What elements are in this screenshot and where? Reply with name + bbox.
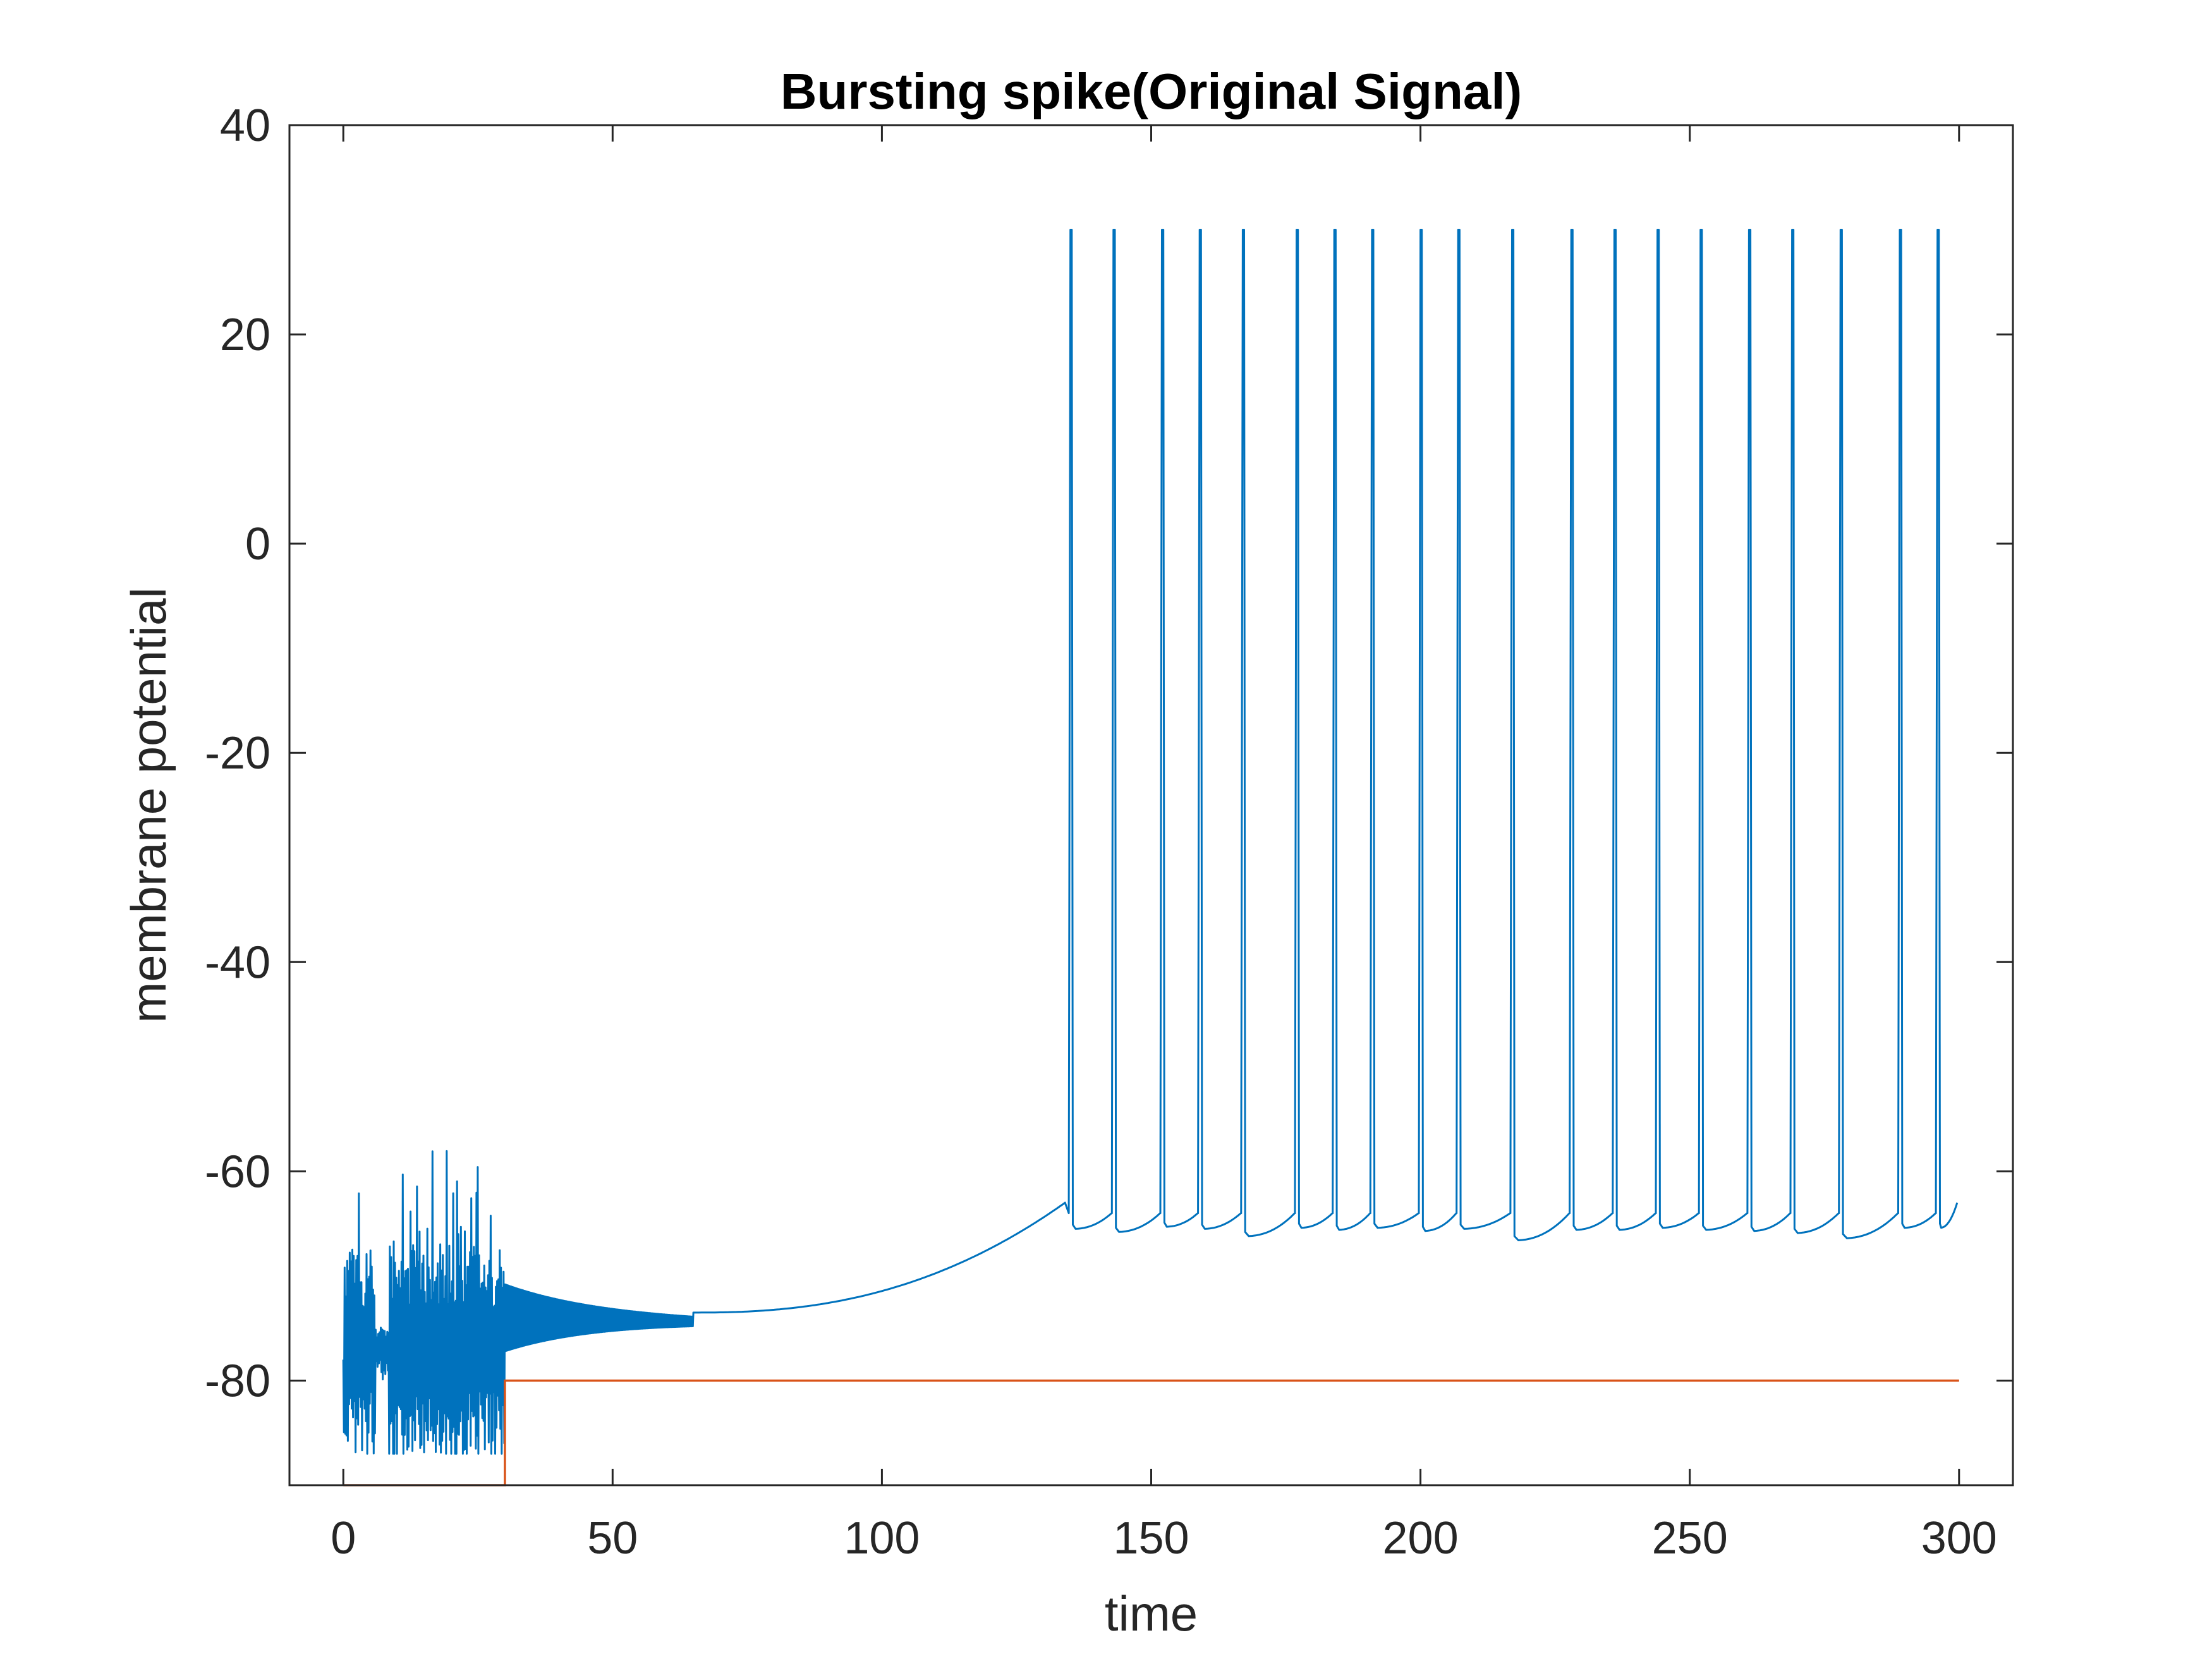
y-tick-label: -60: [205, 1146, 270, 1197]
y-tick-label: -80: [205, 1356, 270, 1406]
y-axis-label: membrane potential: [121, 587, 176, 1023]
x-tick-label: 300: [1921, 1513, 1997, 1564]
x-tick-label: 200: [1383, 1513, 1459, 1564]
chart-title: Bursting spike(Original Signal): [781, 63, 1522, 119]
y-tick-label: 20: [220, 310, 270, 360]
x-tick-label: 0: [331, 1513, 356, 1564]
x-tick-label: 250: [1652, 1513, 1728, 1564]
y-tick-label: 40: [220, 100, 270, 151]
y-tick-label: -40: [205, 937, 270, 988]
x-tick-label: 100: [844, 1513, 920, 1564]
x-tick-label: 50: [587, 1513, 638, 1564]
y-tick-label: -20: [205, 728, 270, 779]
y-tick-label: 0: [245, 519, 270, 569]
x-tick-label: 150: [1113, 1513, 1189, 1564]
x-axis-label: time: [1105, 1586, 1198, 1641]
series-membrane-potential-line: [342, 229, 1959, 1455]
